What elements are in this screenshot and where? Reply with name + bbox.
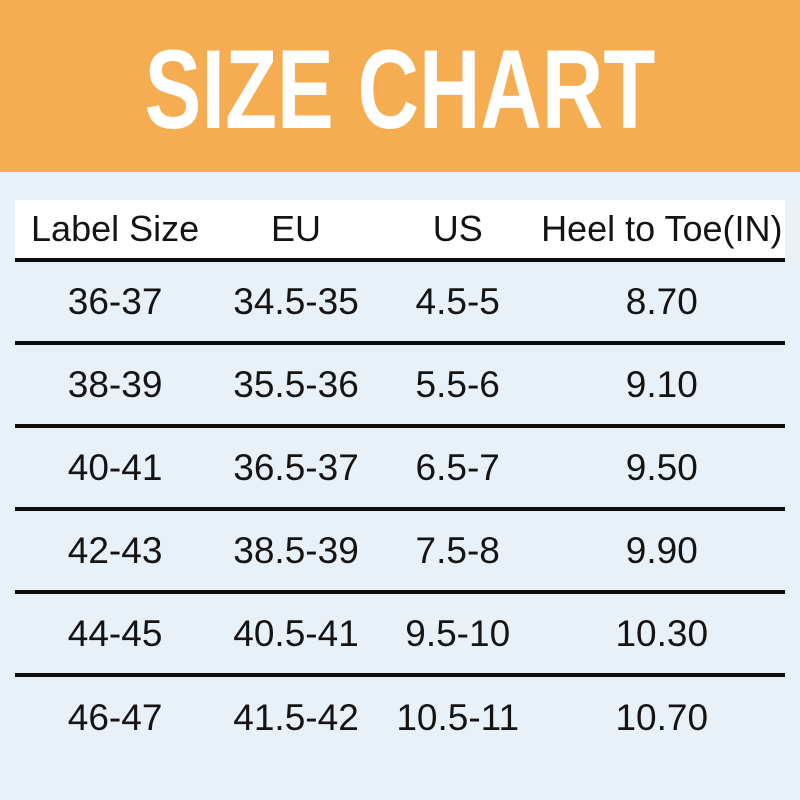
table-row: 42-43 38.5-39 7.5-8 9.90 [15,509,785,592]
cell-heel-to-toe: 8.70 [625,280,698,322]
cell-label-size: 36-37 [67,280,163,322]
cell-eu: 41.5-42 [233,696,359,738]
cell-label-size: 46-47 [67,696,163,738]
cell-eu: 35.5-36 [233,363,359,405]
cell-heel-to-toe: 9.10 [625,363,698,405]
cell-heel-to-toe: 10.70 [615,696,709,738]
cell-us: 6.5-7 [415,446,500,488]
table-row: 36-37 34.5-35 4.5-5 8.70 [15,260,785,343]
table-row: 40-41 36.5-37 6.5-7 9.50 [15,426,785,509]
cell-label-size: 40-41 [67,446,163,488]
col-header-label-size: Label Size [31,208,200,249]
table-header-row: Label Size EU US Heel to Toe(IN) [15,200,785,260]
cell-label-size: 38-39 [67,363,163,405]
table-row: 44-45 40.5-41 9.5-10 10.30 [15,592,785,675]
table-row: 38-39 35.5-36 5.5-6 9.10 [15,343,785,426]
size-table: Label Size EU US Heel to Toe(IN) 36-37 3… [15,200,785,758]
cell-eu: 36.5-37 [233,446,359,488]
cell-us: 7.5-8 [415,529,500,571]
page-title: SIZE CHART [144,26,656,152]
cell-heel-to-toe: 9.90 [625,529,698,571]
cell-label-size: 42-43 [67,529,163,571]
cell-us: 5.5-6 [415,363,500,405]
cell-eu: 38.5-39 [233,529,359,571]
cell-us: 10.5-11 [396,696,520,738]
col-header-eu: EU [271,208,322,249]
size-table-container: Label Size EU US Heel to Toe(IN) 36-37 3… [15,200,785,758]
cell-label-size: 44-45 [67,612,163,654]
cell-heel-to-toe: 9.50 [625,446,698,488]
cell-eu: 40.5-41 [233,612,359,654]
cell-eu: 34.5-35 [233,280,359,322]
cell-us: 9.5-10 [405,612,511,654]
size-chart-banner: SIZE CHART [0,0,800,172]
cell-heel-to-toe: 10.30 [615,612,709,654]
col-header-heel-to-toe: Heel to Toe(IN) [541,208,783,249]
table-row: 46-47 41.5-42 10.5-11 10.70 [15,675,785,758]
cell-us: 4.5-5 [415,280,500,322]
col-header-us: US [432,208,483,249]
